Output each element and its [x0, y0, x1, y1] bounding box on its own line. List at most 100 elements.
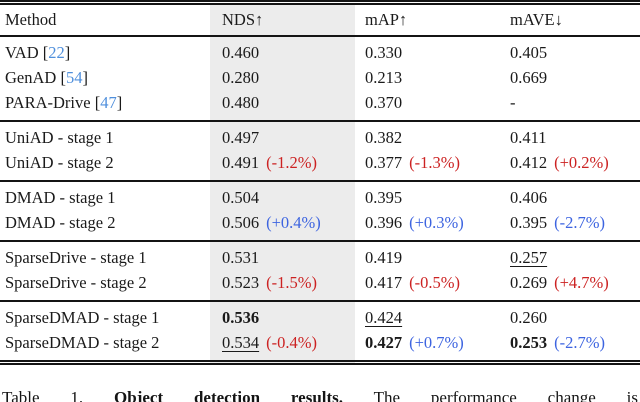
method-cell: SparseDrive - stage 2 — [0, 270, 222, 295]
method-cell: SparseDrive - stage 1 — [0, 245, 222, 270]
table-section: SparseDMAD - stage 1 0.536 0.424 0.260 Spars… — [0, 302, 640, 360]
metric-value: 0.424 — [365, 308, 403, 327]
method-name: PARA-Drive — [5, 93, 91, 112]
nds-cell: 0.504 — [222, 185, 365, 210]
metric-value: 0.280 — [222, 68, 260, 87]
method-name: SparseDMAD - stage 2 — [5, 333, 160, 352]
mave-cell: 0.406 — [510, 185, 640, 210]
citation-bracket: [ — [38, 43, 49, 62]
metric-value: 0.377 — [365, 153, 403, 172]
table-row: PARA-Drive [47] 0.480 0.370- — [0, 90, 640, 115]
table-row: SparseDMAD - stage 1 0.536 0.424 0.260 — [0, 305, 640, 330]
table-header-row: Method NDS↑ mAP↑ mAVE↓ — [0, 5, 640, 35]
metric-value: 0.396 — [365, 213, 403, 232]
table-section: UniAD - stage 1 0.497 0.382 0.411 UniAD - st… — [0, 122, 640, 180]
change-percentage: (-2.7%) — [554, 213, 605, 232]
map-cell: 0.396 (+0.3%) — [365, 210, 510, 235]
map-cell: 0.382 — [365, 125, 510, 150]
metric-value: 0.523 — [222, 273, 260, 292]
change-percentage: (+4.7%) — [554, 273, 609, 292]
map-cell: 0.330 — [365, 40, 510, 65]
map-cell: 0.417 (-0.5%) — [365, 270, 510, 295]
metric-value: 0.497 — [222, 128, 260, 147]
mave-cell: 0.405 — [510, 40, 640, 65]
map-cell: 0.213 — [365, 65, 510, 90]
mave-cell: 0.257 — [510, 245, 640, 270]
table-bottom-rule — [0, 360, 640, 365]
change-percentage: (+0.4%) — [266, 213, 321, 232]
change-percentage: (+0.2%) — [554, 153, 609, 172]
mave-cell: 0.269 (+4.7%) — [510, 270, 640, 295]
mave-cell: 0.411 — [510, 125, 640, 150]
method-cell: SparseDMAD - stage 1 — [0, 305, 222, 330]
method-cell: UniAD - stage 1 — [0, 125, 222, 150]
metric-value: 0.405 — [510, 43, 548, 62]
nds-cell: 0.506 (+0.4%) — [222, 210, 365, 235]
caption-text: The performance change is — [373, 388, 639, 402]
map-cell: 0.377 (-1.3%) — [365, 150, 510, 175]
section-rule — [0, 240, 640, 242]
change-percentage: (-1.5%) — [266, 273, 317, 292]
method-name: DMAD - stage 2 — [5, 213, 116, 232]
table-section: SparseDrive - stage 1 0.531 0.419 0.257 Spar… — [0, 242, 640, 300]
method-name: SparseDMAD - stage 1 — [5, 308, 160, 327]
header-rule — [0, 35, 640, 37]
method-cell: VAD [22] — [0, 40, 222, 65]
mave-cell: 0.260 — [510, 305, 640, 330]
nds-cell: 0.480 — [222, 90, 365, 115]
change-percentage: (-0.4%) — [266, 333, 317, 352]
nds-cell: 0.534 (-0.4%) — [222, 330, 365, 355]
change-percentage: (-0.5%) — [409, 273, 460, 292]
map-cell: 0.395 — [365, 185, 510, 210]
table-row: SparseDrive - stage 1 0.531 0.419 0.257 — [0, 245, 640, 270]
nds-cell: 0.280 — [222, 65, 365, 90]
citation-bracket: [ — [90, 93, 101, 112]
table-row: GenAD [54] 0.280 0.213 0.669 — [0, 65, 640, 90]
metric-value: 0.504 — [222, 188, 260, 207]
table-row: SparseDMAD - stage 2 0.534 (-0.4%) 0.427 (+0… — [0, 330, 640, 355]
table-row: SparseDrive - stage 2 0.523 (-1.5%) 0.417 (-… — [0, 270, 640, 295]
metric-value: 0.257 — [510, 248, 548, 267]
caption-label: Table 1. — [2, 388, 84, 402]
metric-value: 0.460 — [222, 43, 260, 62]
citation-link[interactable]: 54 — [65, 68, 83, 87]
metric-value: 0.419 — [365, 248, 403, 267]
method-cell: DMAD - stage 2 — [0, 210, 222, 235]
column-header-nds: NDS↑ — [222, 10, 264, 29]
metric-value: 0.506 — [222, 213, 260, 232]
map-cell: 0.370 — [365, 90, 510, 115]
mave-cell: 0.395 (-2.7%) — [510, 210, 640, 235]
method-name: SparseDrive - stage 2 — [5, 273, 147, 292]
citation-link[interactable]: 22 — [48, 43, 65, 62]
metric-value: 0.411 — [510, 128, 547, 147]
metric-value: 0.330 — [365, 43, 403, 62]
change-percentage: (+0.7%) — [409, 333, 464, 352]
metric-value: 0.269 — [510, 273, 548, 292]
method-name: GenAD — [5, 68, 57, 87]
method-cell: UniAD - stage 2 — [0, 150, 222, 175]
metric-value: 0.406 — [510, 188, 548, 207]
nds-cell: 0.523 (-1.5%) — [222, 270, 365, 295]
method-name: VAD — [5, 43, 39, 62]
table-caption: Table 1. Object detection results. The p… — [0, 387, 640, 402]
nds-column-highlight — [210, 5, 355, 365]
map-cell: 0.424 — [365, 305, 510, 330]
metric-value: 0.491 — [222, 153, 260, 172]
section-rule — [0, 180, 640, 182]
citation-bracket: [ — [56, 68, 66, 87]
citation-link[interactable]: 47 — [100, 93, 117, 112]
method-name: SparseDrive - stage 1 — [5, 248, 147, 267]
table-row: DMAD - stage 2 0.506 (+0.4%) 0.396 (+0.3%) 0.… — [0, 210, 640, 235]
metric-value: 0.213 — [365, 68, 403, 87]
metric-value: 0.395 — [510, 213, 548, 232]
metric-value: 0.412 — [510, 153, 548, 172]
nds-cell: 0.497 — [222, 125, 365, 150]
citation-bracket: ] — [64, 43, 71, 62]
nds-cell: 0.536 — [222, 305, 365, 330]
column-header-method: Method — [5, 10, 57, 29]
metric-value: 0.253 — [510, 333, 548, 352]
metric-value: 0.417 — [365, 273, 403, 292]
table-top-rule — [0, 0, 640, 5]
table-section: DMAD - stage 1 0.504 0.395 0.406 DMAD - stag… — [0, 182, 640, 240]
table-body: VAD [22] 0.460 0.330 0.405 GenAD [54] 0.280 0.… — [0, 37, 640, 360]
